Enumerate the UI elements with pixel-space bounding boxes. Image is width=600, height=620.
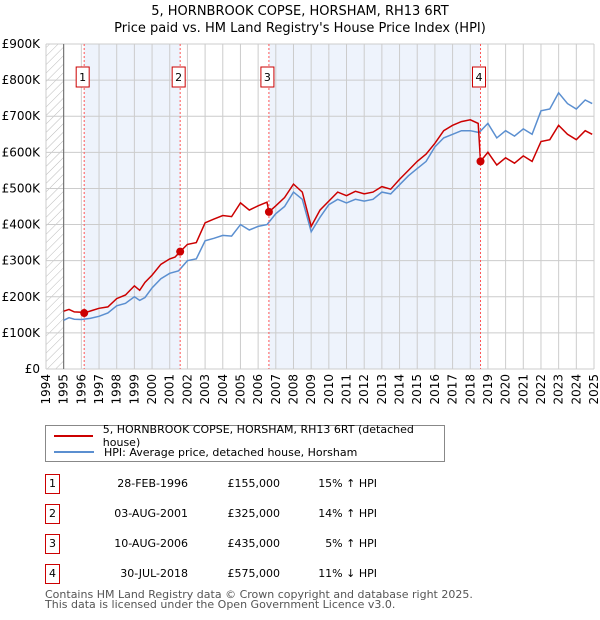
sale-hpi-diff: 15% ↑ HPI xyxy=(318,477,377,490)
x-tick-label: 2006 xyxy=(251,374,265,405)
sale-number: 4 xyxy=(45,564,60,584)
sale-date: 10-AUG-2006 xyxy=(114,537,188,550)
sale-row: 3 10-AUG-2006 £435,000 5% ↑ HPI xyxy=(45,534,445,554)
x-tick-label: 2025 xyxy=(587,374,600,405)
y-tick-label: £400K xyxy=(2,218,42,232)
y-tick-label: £100K xyxy=(2,326,42,340)
y-tick-label: £900K xyxy=(2,37,42,51)
sale-price: £575,000 xyxy=(227,567,281,580)
sale-hpi-diff: 11% ↓ HPI xyxy=(318,567,377,580)
x-tick-label: 2018 xyxy=(463,374,477,405)
sale-marker-label: 2 xyxy=(175,71,182,84)
sale-date: 03-AUG-2001 xyxy=(114,507,188,520)
chart-subtitle: Price paid vs. HM Land Registry's House … xyxy=(114,21,486,36)
sale-price: £155,000 xyxy=(227,477,281,490)
legend-item-property: 5, HORNBROOK COPSE, HORSHAM, RH13 6RT (d… xyxy=(54,423,444,449)
sale-marker-box xyxy=(472,66,487,88)
x-tick-label: 1999 xyxy=(127,374,141,405)
sale-hpi-diff: 14% ↑ HPI xyxy=(318,507,377,520)
sale-marker-label: 1 xyxy=(79,71,86,84)
x-tick-label: 2024 xyxy=(569,374,583,405)
legend-item-hpi: HPI: Average price, detached house, Hors… xyxy=(54,444,357,460)
sale-row: 2 03-AUG-2001 £325,000 14% ↑ HPI xyxy=(45,504,445,524)
x-tick-label: 1994 xyxy=(39,374,53,405)
sale-point xyxy=(476,157,485,166)
sale-price: £325,000 xyxy=(227,507,281,520)
sale-number: 3 xyxy=(45,534,60,554)
sale-marker-box xyxy=(260,66,275,88)
x-tick-label: 1996 xyxy=(74,374,88,405)
sale-number: 1 xyxy=(45,474,60,494)
x-tick-label: 2020 xyxy=(499,374,513,405)
x-tick-label: 2021 xyxy=(516,374,530,405)
x-tick-label: 2009 xyxy=(304,374,318,405)
sale-marker-box xyxy=(75,66,90,88)
x-tick-label: 2022 xyxy=(534,374,548,405)
shaded-ownership-period xyxy=(268,44,481,369)
x-tick-label: 2008 xyxy=(286,374,300,405)
x-tick-label: 2016 xyxy=(428,374,442,405)
x-tick-label: 2012 xyxy=(357,374,371,405)
x-tick-label: 1995 xyxy=(57,374,71,405)
sale-date: 30-JUL-2018 xyxy=(120,567,188,580)
sale-point xyxy=(264,207,273,216)
y-tick-label: £600K xyxy=(2,145,42,159)
legend-swatch-red xyxy=(54,435,93,437)
property-price-line xyxy=(63,119,593,314)
sale-row: 4 30-JUL-2018 £575,000 11% ↓ HPI xyxy=(45,564,445,584)
legend-label: HPI: Average price, detached house, Hors… xyxy=(104,445,358,459)
chart-title: 5, HORNBROOK COPSE, HORSHAM, RH13 6RT xyxy=(151,4,449,19)
y-tick-label: £800K xyxy=(2,73,42,87)
footer-copyright: Contains HM Land Registry data © Crown c… xyxy=(45,588,473,601)
shaded-ownership-period xyxy=(84,44,181,369)
sale-marker-label: 4 xyxy=(476,71,483,84)
x-tick-label: 2005 xyxy=(233,374,247,405)
x-tick-label: 1998 xyxy=(110,374,124,405)
x-tick-label: 2023 xyxy=(552,374,566,405)
x-tick-label: 2001 xyxy=(163,374,177,405)
y-tick-label: £200K xyxy=(2,290,42,304)
footer-licence: This data is licensed under the Open Gov… xyxy=(45,598,396,611)
x-tick-label: 2004 xyxy=(216,374,230,405)
y-tick-label: £300K xyxy=(2,254,42,268)
x-tick-label: 2000 xyxy=(145,374,159,405)
x-tick-label: 2002 xyxy=(180,374,194,405)
x-tick-label: 2019 xyxy=(481,374,495,405)
sale-number: 2 xyxy=(45,504,60,524)
sale-point xyxy=(80,309,89,318)
price-chart: 1 2 3 4 1994 1995 1996 1997 1998 1999 2000 2001 2002… xyxy=(2,37,600,405)
sale-marker-box xyxy=(171,66,186,88)
sale-point xyxy=(176,247,185,256)
x-tick-label: 2015 xyxy=(410,374,424,405)
x-tick-label: 2003 xyxy=(198,374,212,405)
sale-marker-label: 3 xyxy=(264,71,271,84)
chart-legend: 5, HORNBROOK COPSE, HORSHAM, RH13 6RT (d… xyxy=(45,423,445,462)
x-tick-label: 2013 xyxy=(375,374,389,405)
legend-label: 5, HORNBROOK COPSE, HORSHAM, RH13 6RT (d… xyxy=(102,423,414,449)
sale-date: 28-FEB-1996 xyxy=(117,477,188,490)
hpi-line xyxy=(63,91,593,321)
x-tick-label: 1997 xyxy=(92,374,106,405)
y-tick-label: £700K xyxy=(2,109,42,123)
y-tick-label: £0 xyxy=(25,362,40,376)
x-tick-label: 2017 xyxy=(446,374,460,405)
x-tick-label: 2010 xyxy=(322,374,336,405)
x-tick-label: 2014 xyxy=(393,374,407,405)
x-tick-label: 2011 xyxy=(340,374,354,405)
x-tick-label: 2007 xyxy=(269,374,283,405)
sale-hpi-diff: 5% ↑ HPI xyxy=(325,537,377,550)
hatched-no-data-region xyxy=(46,44,64,369)
y-tick-label: £500K xyxy=(2,181,42,195)
sale-price: £435,000 xyxy=(227,537,281,550)
sale-row: 1 28-FEB-1996 £155,000 15% ↑ HPI xyxy=(45,474,445,494)
legend-swatch-blue xyxy=(54,451,94,453)
